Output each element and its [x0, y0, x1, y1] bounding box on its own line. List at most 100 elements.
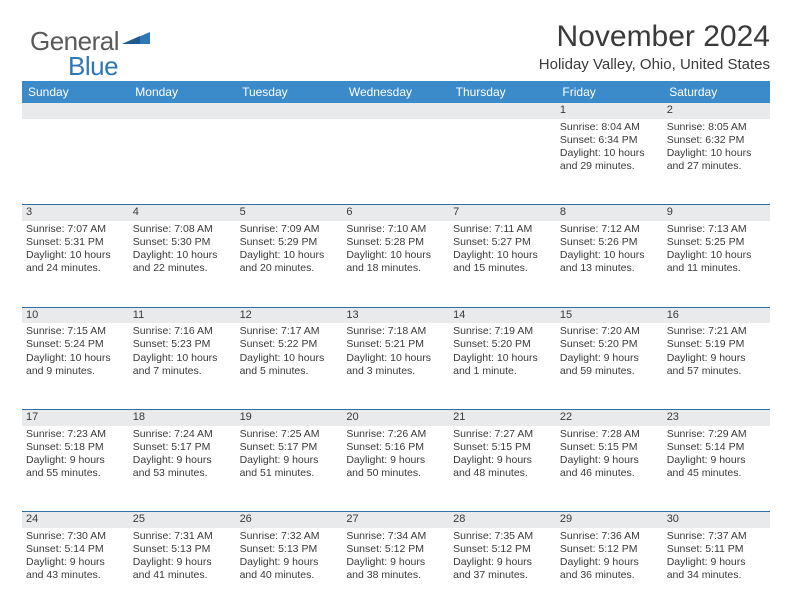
- day-number-cell: 15: [556, 307, 663, 323]
- daylight-text: Daylight: 9 hours: [346, 556, 445, 569]
- day-number: 6: [346, 206, 352, 218]
- day-number: 17: [26, 411, 38, 423]
- day-detail-cell: [449, 119, 556, 205]
- day-number: 9: [667, 206, 673, 218]
- sunrise-text: Sunrise: 7:16 AM: [133, 325, 232, 338]
- sunset-text: Sunset: 5:16 PM: [346, 441, 445, 454]
- daylight-text: and 51 minutes.: [240, 467, 339, 480]
- day-number-cell: 28: [449, 512, 556, 528]
- day-detail-cell: Sunrise: 7:31 AMSunset: 5:13 PMDaylight:…: [129, 528, 236, 614]
- day-number: 2: [667, 104, 673, 116]
- sunrise-text: Sunrise: 7:25 AM: [240, 428, 339, 441]
- weekday-header: Thursday: [449, 81, 556, 103]
- daylight-text: Daylight: 10 hours: [240, 249, 339, 262]
- sunrise-text: Sunrise: 7:26 AM: [346, 428, 445, 441]
- sunrise-text: Sunrise: 7:12 AM: [560, 223, 659, 236]
- brand-part2: Blue: [68, 51, 119, 82]
- weekday-header: Wednesday: [342, 81, 449, 103]
- daylight-text: Daylight: 9 hours: [26, 556, 125, 569]
- day-number-cell: [22, 103, 129, 119]
- day-detail-cell: Sunrise: 7:15 AMSunset: 5:24 PMDaylight:…: [22, 323, 129, 409]
- day-number-cell: 30: [663, 512, 770, 528]
- day-number-cell: 7: [449, 205, 556, 221]
- day-detail-cell: Sunrise: 7:18 AMSunset: 5:21 PMDaylight:…: [342, 323, 449, 409]
- sunset-text: Sunset: 6:34 PM: [560, 134, 659, 147]
- day-detail-cell: Sunrise: 7:27 AMSunset: 5:15 PMDaylight:…: [449, 426, 556, 512]
- daylight-text: Daylight: 9 hours: [133, 556, 232, 569]
- day-detail-cell: Sunrise: 7:24 AMSunset: 5:17 PMDaylight:…: [129, 426, 236, 512]
- sunrise-text: Sunrise: 7:28 AM: [560, 428, 659, 441]
- daylight-text: and 53 minutes.: [133, 467, 232, 480]
- day-number: 29: [560, 513, 572, 525]
- sunset-text: Sunset: 5:21 PM: [346, 338, 445, 351]
- day-detail-cell: Sunrise: 7:37 AMSunset: 5:11 PMDaylight:…: [663, 528, 770, 614]
- day-detail-cell: Sunrise: 8:05 AMSunset: 6:32 PMDaylight:…: [663, 119, 770, 205]
- weekday-header-row: Sunday Monday Tuesday Wednesday Thursday…: [22, 81, 770, 103]
- day-number: 30: [667, 513, 679, 525]
- sunset-text: Sunset: 5:17 PM: [240, 441, 339, 454]
- daylight-text: Daylight: 10 hours: [26, 249, 125, 262]
- sunrise-text: Sunrise: 8:05 AM: [667, 121, 766, 134]
- weekday-header: Tuesday: [236, 81, 343, 103]
- day-number: 11: [133, 309, 144, 321]
- day-number-cell: 13: [342, 307, 449, 323]
- sunrise-text: Sunrise: 7:32 AM: [240, 530, 339, 543]
- weekday-header: Friday: [556, 81, 663, 103]
- day-detail-cell: Sunrise: 7:36 AMSunset: 5:12 PMDaylight:…: [556, 528, 663, 614]
- day-number: 16: [667, 309, 679, 321]
- daylight-text: and 38 minutes.: [346, 569, 445, 582]
- day-number: 23: [667, 411, 679, 423]
- daylight-text: and 22 minutes.: [133, 262, 232, 275]
- sunset-text: Sunset: 5:15 PM: [560, 441, 659, 454]
- day-detail-cell: Sunrise: 8:04 AMSunset: 6:34 PMDaylight:…: [556, 119, 663, 205]
- calendar-table: Sunday Monday Tuesday Wednesday Thursday…: [22, 81, 770, 614]
- day-number: 20: [346, 411, 358, 423]
- daynum-row: 12: [22, 103, 770, 119]
- day-detail-cell: [129, 119, 236, 205]
- day-number: 12: [240, 309, 252, 321]
- sunset-text: Sunset: 5:22 PM: [240, 338, 339, 351]
- sunrise-text: Sunrise: 7:37 AM: [667, 530, 766, 543]
- daylight-text: Daylight: 10 hours: [667, 249, 766, 262]
- day-number-cell: 9: [663, 205, 770, 221]
- day-detail-cell: Sunrise: 7:23 AMSunset: 5:18 PMDaylight:…: [22, 426, 129, 512]
- day-number: 25: [133, 513, 145, 525]
- daylight-text: and 24 minutes.: [26, 262, 125, 275]
- daylight-text: Daylight: 10 hours: [346, 352, 445, 365]
- daylight-text: and 57 minutes.: [667, 365, 766, 378]
- day-detail-cell: Sunrise: 7:32 AMSunset: 5:13 PMDaylight:…: [236, 528, 343, 614]
- sunrise-text: Sunrise: 7:18 AM: [346, 325, 445, 338]
- day-number: 3: [26, 206, 32, 218]
- daylight-text: Daylight: 10 hours: [133, 352, 232, 365]
- sunset-text: Sunset: 5:13 PM: [240, 543, 339, 556]
- day-detail-cell: [342, 119, 449, 205]
- daylight-text: Daylight: 9 hours: [453, 556, 552, 569]
- daylight-text: Daylight: 9 hours: [667, 454, 766, 467]
- daylight-text: and 27 minutes.: [667, 160, 766, 173]
- daylight-text: and 1 minute.: [453, 365, 552, 378]
- sunset-text: Sunset: 5:19 PM: [667, 338, 766, 351]
- daylight-text: and 15 minutes.: [453, 262, 552, 275]
- day-number: 15: [560, 309, 572, 321]
- daylight-text: and 7 minutes.: [133, 365, 232, 378]
- daynum-row: 3456789: [22, 205, 770, 221]
- day-detail-cell: Sunrise: 7:08 AMSunset: 5:30 PMDaylight:…: [129, 221, 236, 307]
- day-detail-cell: Sunrise: 7:25 AMSunset: 5:17 PMDaylight:…: [236, 426, 343, 512]
- sunrise-text: Sunrise: 7:27 AM: [453, 428, 552, 441]
- day-detail-cell: Sunrise: 7:12 AMSunset: 5:26 PMDaylight:…: [556, 221, 663, 307]
- day-number-cell: 25: [129, 512, 236, 528]
- sunset-text: Sunset: 5:12 PM: [346, 543, 445, 556]
- day-number-cell: 29: [556, 512, 663, 528]
- sunset-text: Sunset: 5:14 PM: [26, 543, 125, 556]
- daylight-text: Daylight: 10 hours: [453, 352, 552, 365]
- day-number: 1: [560, 104, 566, 116]
- sunset-text: Sunset: 5:25 PM: [667, 236, 766, 249]
- sunset-text: Sunset: 5:20 PM: [560, 338, 659, 351]
- day-number: 19: [240, 411, 252, 423]
- sunrise-text: Sunrise: 7:30 AM: [26, 530, 125, 543]
- brand-logo: General Blue: [30, 26, 119, 82]
- sunrise-text: Sunrise: 7:17 AM: [240, 325, 339, 338]
- weekday-header: Saturday: [663, 81, 770, 103]
- day-number-cell: [236, 103, 343, 119]
- sunset-text: Sunset: 5:15 PM: [453, 441, 552, 454]
